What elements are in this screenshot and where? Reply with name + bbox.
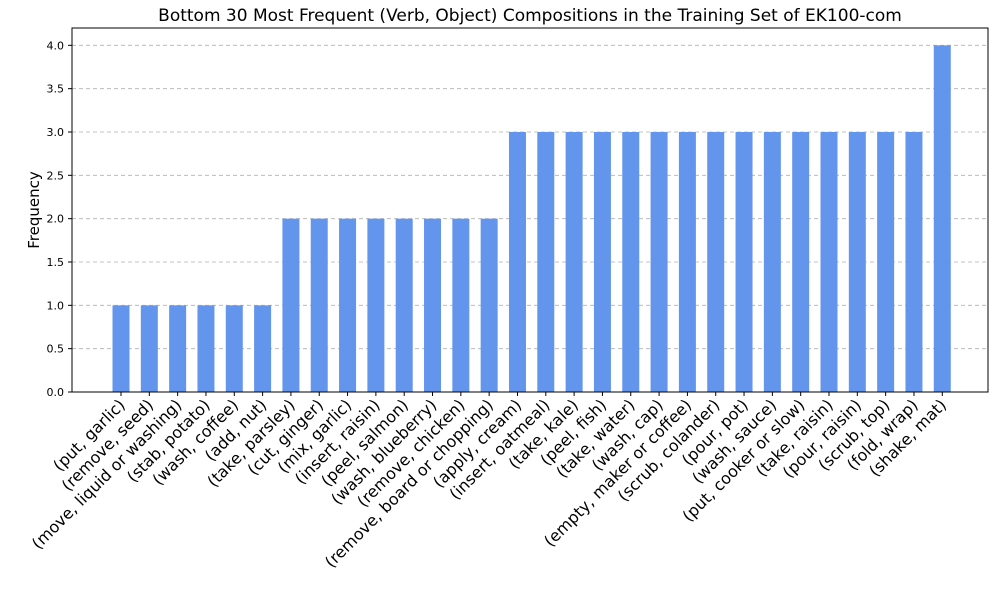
bar <box>650 132 668 392</box>
bar <box>225 305 243 392</box>
bar <box>763 132 781 392</box>
chart-title: Bottom 30 Most Frequent (Verb, Object) C… <box>158 6 902 26</box>
bar <box>848 132 866 392</box>
bar <box>197 305 215 392</box>
y-axis-label: Frequency <box>25 171 43 249</box>
y-tick-label: 2.5 <box>47 169 65 182</box>
y-tick-label: 3.0 <box>47 126 65 139</box>
bar <box>140 305 158 392</box>
bar <box>933 45 951 392</box>
bar <box>622 132 640 392</box>
bars <box>112 45 951 392</box>
bar <box>565 132 583 392</box>
bar <box>367 218 385 392</box>
y-tick-label: 1.0 <box>47 299 65 312</box>
y-tick-label: 0.0 <box>47 386 65 399</box>
y-tick-label: 4.0 <box>47 39 65 52</box>
bar <box>735 132 753 392</box>
y-tick-label: 0.5 <box>47 343 65 356</box>
bar <box>820 132 838 392</box>
bar <box>254 305 272 392</box>
bar <box>169 305 187 392</box>
bar <box>339 218 357 392</box>
bar <box>452 218 470 392</box>
plot-frame <box>71 27 989 393</box>
bar <box>508 132 526 392</box>
y-tick-label: 1.5 <box>47 256 65 269</box>
bar <box>112 305 130 392</box>
bar <box>792 132 810 392</box>
bar <box>593 132 611 392</box>
bar <box>877 132 895 392</box>
y-tick-label: 2.0 <box>47 213 65 226</box>
bar <box>707 132 725 392</box>
y-tick-label: 3.5 <box>47 83 65 96</box>
bar <box>282 218 300 392</box>
bar <box>395 218 413 392</box>
bar <box>480 218 498 392</box>
y-ticks: 0.0 0.5 1.0 1.5 2.0 2.5 3.0 3.5 4.0 <box>47 39 72 399</box>
bar <box>424 218 442 392</box>
bar <box>905 132 923 392</box>
bar <box>537 132 555 392</box>
bar <box>678 132 696 392</box>
bar <box>310 218 328 392</box>
x-ticks: (put, garlic)(remove, seed)(move, liquid… <box>28 392 950 571</box>
